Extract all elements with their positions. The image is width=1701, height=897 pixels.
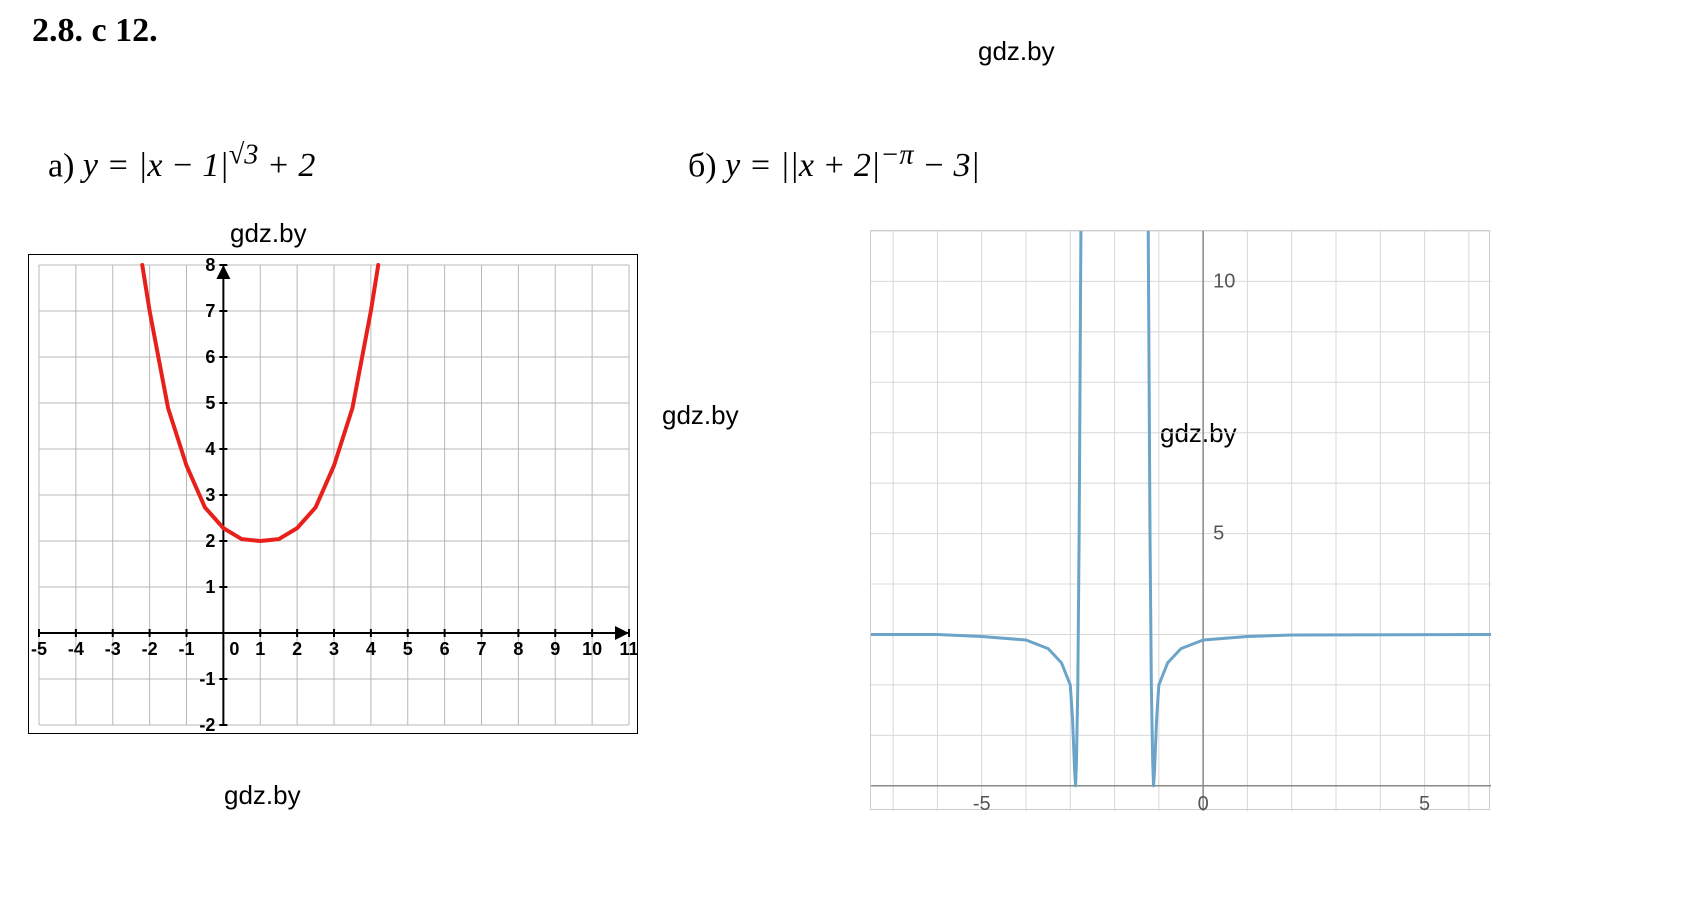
watermark: gdz.by bbox=[224, 780, 301, 811]
svg-text:6: 6 bbox=[205, 347, 215, 367]
svg-text:5: 5 bbox=[1213, 523, 1224, 545]
chart-b: -5 0 5 5 10 bbox=[870, 230, 1490, 810]
part-b-label: б) bbox=[688, 147, 717, 184]
svg-text:9: 9 bbox=[550, 639, 560, 659]
watermark: gdz.by bbox=[230, 218, 307, 249]
svg-text:7: 7 bbox=[476, 639, 486, 659]
watermark: gdz.by bbox=[978, 36, 1055, 67]
svg-text:1: 1 bbox=[205, 577, 215, 597]
formula-a-body: y = |x − 1|√3 + 2 bbox=[83, 147, 315, 184]
svg-text:1: 1 bbox=[255, 639, 265, 659]
svg-text:8: 8 bbox=[205, 255, 215, 275]
part-a-label: а) bbox=[48, 147, 74, 184]
svg-text:5: 5 bbox=[1419, 793, 1430, 811]
svg-text:0: 0 bbox=[229, 639, 239, 659]
svg-text:2: 2 bbox=[205, 531, 215, 551]
svg-text:-2: -2 bbox=[199, 715, 215, 735]
svg-text:6: 6 bbox=[440, 639, 450, 659]
section-title: 2.8. с 12. bbox=[32, 12, 158, 50]
svg-text:4: 4 bbox=[366, 639, 376, 659]
svg-text:11: 11 bbox=[619, 639, 638, 659]
svg-text:3: 3 bbox=[205, 485, 215, 505]
svg-text:5: 5 bbox=[205, 393, 215, 413]
svg-text:8: 8 bbox=[513, 639, 523, 659]
svg-text:-5: -5 bbox=[973, 793, 991, 811]
svg-text:-1: -1 bbox=[199, 669, 215, 689]
svg-text:0: 0 bbox=[1198, 793, 1209, 811]
svg-text:4: 4 bbox=[205, 439, 215, 459]
svg-text:10: 10 bbox=[1213, 270, 1235, 292]
formula-b-body: y = ||x + 2|−π − 3| bbox=[725, 147, 980, 184]
watermark: gdz.by bbox=[662, 400, 739, 431]
svg-text:3: 3 bbox=[329, 639, 339, 659]
svg-text:-2: -2 bbox=[142, 639, 158, 659]
svg-text:-3: -3 bbox=[105, 639, 121, 659]
svg-text:10: 10 bbox=[582, 639, 602, 659]
chart-a: -5-4-3-2-101234567891011-2-112345678 bbox=[28, 254, 638, 734]
chart-a-svg: -5-4-3-2-101234567891011-2-112345678 bbox=[29, 255, 639, 735]
svg-text:-5: -5 bbox=[31, 639, 47, 659]
svg-text:5: 5 bbox=[403, 639, 413, 659]
formula-b: б) y = ||x + 2|−π − 3| bbox=[688, 140, 980, 185]
svg-text:2: 2 bbox=[292, 639, 302, 659]
formula-a: а) y = |x − 1|√3 + 2 bbox=[48, 140, 315, 185]
chart-b-svg: -5 0 5 5 10 bbox=[871, 231, 1491, 811]
svg-text:-1: -1 bbox=[178, 639, 194, 659]
svg-text:-4: -4 bbox=[68, 639, 84, 659]
svg-text:7: 7 bbox=[205, 301, 215, 321]
